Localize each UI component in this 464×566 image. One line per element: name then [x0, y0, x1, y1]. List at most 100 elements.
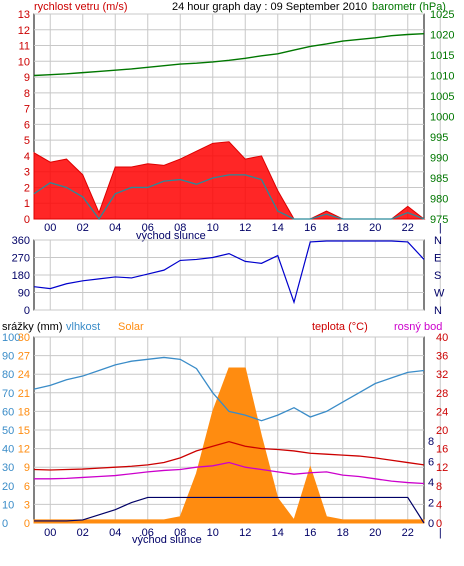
wind-tick-label: 2: [24, 182, 30, 194]
solar-axis-title: Solar: [118, 321, 144, 333]
temperature-tick-label: 20: [436, 425, 448, 437]
x-tick-label: 12: [239, 527, 251, 539]
x-tick-label: 06: [142, 527, 154, 539]
page-title: 24 hour graph day : 09 September 2010: [172, 1, 367, 13]
wind-tick-label: 3: [24, 167, 30, 179]
compass-tick-label: E: [434, 253, 441, 265]
compass-tick-label: W: [434, 288, 445, 300]
x-tick-label: 08: [174, 222, 186, 234]
solar-tick-label: 0: [24, 518, 30, 530]
solar-tick-label: 9: [24, 462, 30, 474]
wind-tick-label: 9: [24, 72, 30, 84]
wind-tick-label: 0: [24, 214, 30, 226]
solar-tick-label: 24: [18, 369, 30, 381]
direction-tick-label: 90: [18, 288, 30, 300]
x-tick-label: 12: [239, 222, 251, 234]
x-tick-label: 04: [109, 527, 121, 539]
temperature-tick-label: 28: [436, 388, 448, 400]
wind-tick-label: 7: [24, 104, 30, 116]
climate-series: [33, 356, 425, 524]
x-tick-label: 22: [402, 222, 414, 234]
temperature-tick-label: 36: [436, 351, 448, 363]
x-tick-label: 14: [272, 527, 284, 539]
x-tick-label: |: [439, 527, 442, 539]
x-tick-label: |: [439, 222, 442, 234]
x-tick-label: 18: [337, 222, 349, 234]
wind-tick-label: 1: [24, 198, 30, 210]
baro-tick-label: 975: [430, 214, 448, 226]
baro-tick-label: 1010: [430, 71, 454, 83]
x-tick-label: 00: [44, 527, 56, 539]
rain-line: [34, 496, 425, 524]
solar-area: [33, 367, 425, 524]
humidity-axis-title: vlhkost: [66, 321, 100, 333]
rain-tick-label: 8: [428, 436, 434, 448]
compass-tick-label: S: [434, 270, 441, 282]
x-tick-label: 06: [142, 222, 154, 234]
baro-tick-label: 995: [430, 132, 448, 144]
pressure-line: [33, 32, 425, 77]
humidity-line: [33, 356, 425, 422]
wind-tick-label: 5: [24, 135, 30, 147]
direction-series: [33, 240, 425, 305]
solar-tick-label: 30: [18, 332, 30, 344]
solar-tick-label: 3: [24, 499, 30, 511]
wind-tick-label: 12: [18, 25, 30, 37]
x-tick-label: 10: [207, 222, 219, 234]
baro-tick-label: 1015: [430, 50, 454, 62]
temperature-tick-label: 32: [436, 369, 448, 381]
sunrise-label-bottom: východ slunce: [132, 534, 202, 546]
x-tick-label: 14: [272, 222, 284, 234]
dewpoint-axis-title: rosný bod: [394, 321, 442, 333]
solar-tick-label: 21: [18, 388, 30, 400]
baro-tick-label: 985: [430, 173, 448, 185]
humidity-tick-label: 40: [2, 444, 14, 456]
x-tick-label: 22: [402, 527, 414, 539]
solar-tick-label: 12: [18, 444, 30, 456]
baro-tick-label: 1020: [430, 30, 454, 42]
x-tick-label: 16: [304, 527, 316, 539]
wind-tick-label: 8: [24, 88, 30, 100]
baro-tick-label: 980: [430, 194, 448, 206]
baro-axis-title: barometr (hPa): [372, 1, 446, 13]
wind-series: [33, 32, 426, 221]
temperature-tick-label: 4: [436, 499, 442, 511]
rain-tick-label: 2: [428, 498, 434, 510]
temperature-tick-label: 8: [436, 481, 442, 493]
rain-axis-title: srážky (mm): [2, 321, 63, 333]
temperature-tick-label: 12: [436, 462, 448, 474]
x-tick-label: 02: [77, 527, 89, 539]
temperature-tick-label: 0: [436, 518, 442, 530]
rain-tick-label: 6: [428, 457, 434, 469]
humidity-tick-label: 80: [2, 369, 14, 381]
wind-tick-label: 13: [18, 9, 30, 21]
wind-tick-label: 4: [24, 151, 30, 163]
compass-tick-label: N: [434, 235, 442, 247]
wind-tick-label: 10: [18, 56, 30, 68]
wind-tick-label: 11: [19, 41, 30, 53]
rain-tick-label: 0: [428, 518, 434, 530]
solar-tick-label: 27: [18, 351, 30, 363]
humidity-tick-label: 0: [2, 518, 8, 530]
direction-tick-label: 0: [24, 305, 30, 317]
temperature-axis-title: teplota (°C): [312, 321, 368, 333]
baro-tick-label: 990: [430, 153, 448, 165]
x-tick-label: 00: [44, 222, 56, 234]
wind-axis-title: rychlost vetru (m/s): [34, 1, 128, 13]
solar-tick-label: 15: [18, 425, 30, 437]
humidity-tick-label: 70: [2, 388, 14, 400]
x-tick-label: 10: [207, 527, 219, 539]
humidity-tick-label: 10: [2, 499, 14, 511]
baro-tick-label: 1025: [430, 9, 454, 21]
direction-axis-ticks: 0 90 180 270 360: [12, 235, 30, 317]
baro-tick-label: 1000: [430, 112, 454, 124]
temperature-line: [33, 440, 425, 471]
rain-tick-label: 4: [428, 477, 434, 489]
baro-tick-label: 1005: [430, 91, 454, 103]
x-tick-label: 20: [369, 222, 381, 234]
x-tick-label: 04: [109, 222, 121, 234]
direction-tick-label: 270: [12, 253, 30, 265]
